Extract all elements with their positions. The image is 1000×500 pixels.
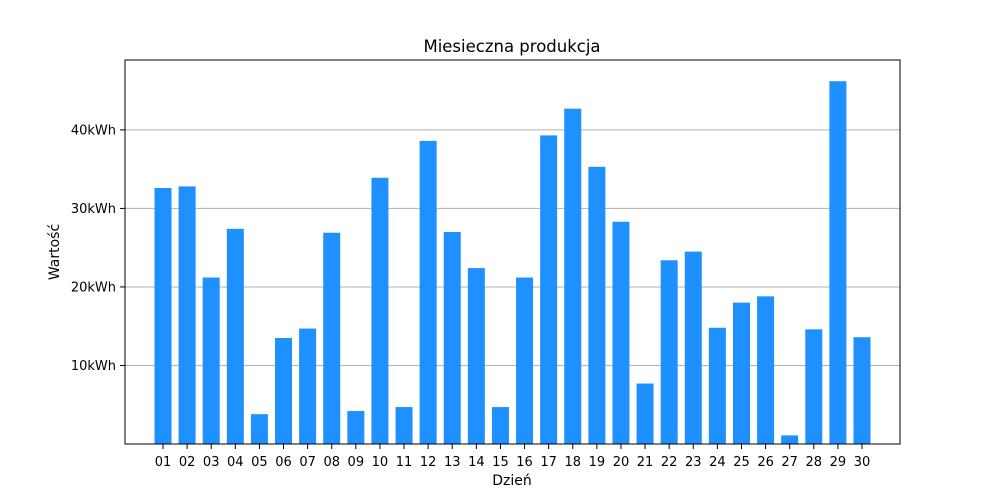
bar-10	[371, 177, 389, 444]
x-tick-label: 08	[323, 455, 340, 470]
x-axis-label: Dzień	[492, 473, 532, 489]
bar-26	[757, 296, 775, 444]
x-tick-label: 26	[757, 455, 774, 470]
bar-27	[781, 435, 799, 444]
x-tick-label: 19	[589, 455, 606, 470]
bar-01	[154, 188, 172, 444]
x-axis-ticks: 01 02 03 04 05 06 07 08 09 10 11 12 13 14 15 16 17 18 19 20…	[155, 444, 871, 470]
bar-30	[853, 337, 871, 444]
bar-15	[491, 407, 509, 444]
y-axis-ticks: 10kWh 20kWh 30kWh 40kWh	[71, 123, 125, 374]
y-tick-label: 30kWh	[71, 202, 116, 217]
y-tick-label: 40kWh	[71, 123, 116, 138]
bar-24	[708, 327, 726, 444]
x-tick-label: 20	[613, 455, 630, 470]
x-tick-label: 02	[179, 455, 196, 470]
bar-09	[347, 411, 365, 444]
x-tick-label: 13	[444, 455, 461, 470]
x-tick-label: 29	[830, 455, 847, 470]
x-tick-label: 25	[733, 455, 750, 470]
bar-29	[829, 81, 847, 444]
bar-18	[564, 108, 582, 444]
bar-28	[805, 329, 823, 444]
y-tick-label: 10kWh	[71, 359, 116, 374]
x-tick-label: 30	[854, 455, 871, 470]
x-tick-label: 10	[372, 455, 389, 470]
x-tick-label: 27	[781, 455, 798, 470]
bar-06	[275, 337, 293, 444]
bar-21	[636, 383, 654, 444]
bar-17	[540, 135, 558, 444]
x-tick-label: 22	[661, 455, 678, 470]
x-tick-label: 23	[685, 455, 702, 470]
x-tick-label: 16	[516, 455, 533, 470]
bar-25	[732, 302, 750, 444]
x-tick-label: 18	[564, 455, 581, 470]
x-tick-label: 01	[155, 455, 172, 470]
bar-19	[588, 166, 606, 444]
bars	[154, 81, 871, 445]
bar-04	[226, 228, 244, 444]
x-tick-label: 07	[299, 455, 316, 470]
x-tick-label: 09	[348, 455, 365, 470]
x-tick-label: 12	[420, 455, 437, 470]
bar-05	[250, 414, 268, 444]
bar-12	[419, 140, 437, 445]
bar-02	[178, 186, 196, 444]
x-tick-label: 21	[637, 455, 654, 470]
bar-08	[323, 232, 341, 444]
x-tick-label: 17	[540, 455, 557, 470]
x-tick-label: 06	[275, 455, 292, 470]
chart-title: Miesieczna produkcja	[423, 37, 600, 56]
y-axis-label: Wartość	[47, 224, 63, 280]
x-tick-label: 14	[468, 455, 485, 470]
bar-14	[467, 268, 485, 444]
bar-16	[516, 277, 534, 444]
x-tick-label: 15	[492, 455, 509, 470]
x-tick-label: 24	[709, 455, 726, 470]
bar-13	[443, 231, 461, 444]
x-tick-label: 03	[203, 455, 220, 470]
plot-frame	[124, 59, 901, 445]
x-tick-label: 11	[396, 455, 413, 470]
bar-22	[660, 260, 678, 444]
bar-11	[395, 407, 413, 444]
x-tick-label: 04	[227, 455, 244, 470]
x-tick-label: 28	[806, 455, 823, 470]
bar-03	[202, 277, 220, 444]
x-tick-label: 05	[251, 455, 268, 470]
bar-20	[612, 221, 630, 444]
y-tick-label: 20kWh	[71, 280, 116, 295]
bar-23	[684, 251, 702, 444]
bar-07	[299, 328, 317, 444]
